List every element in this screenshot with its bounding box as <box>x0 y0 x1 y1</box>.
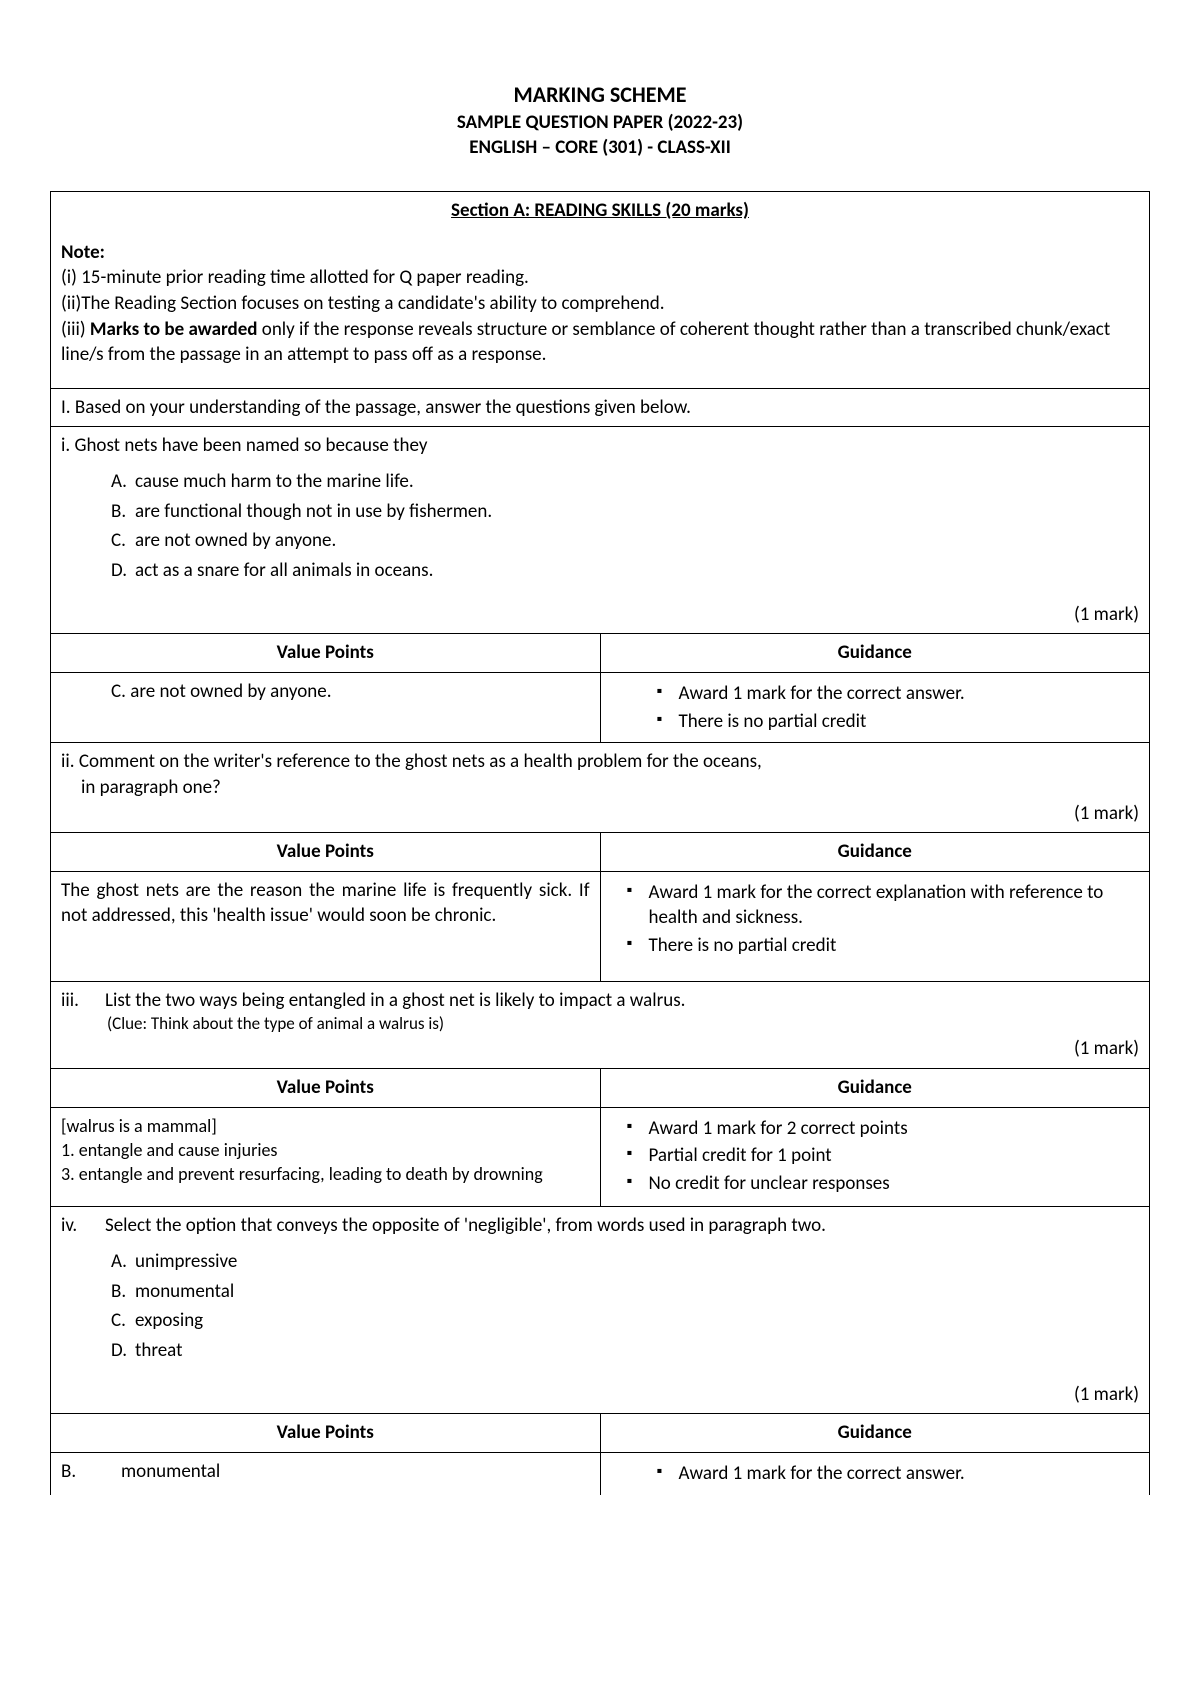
q4-vp: B.monumental <box>51 1452 601 1494</box>
q3-guidance: Award 1 mark for 2 correct points Partia… <box>600 1107 1150 1207</box>
g-header-3: Guidance <box>600 1068 1150 1107</box>
q4-cell: iv.Select the option that conveys the op… <box>51 1207 1150 1414</box>
q1-vp: C. are not owned by anyone. <box>51 672 601 742</box>
q3-stem: iii.List the two ways being entangled in… <box>61 988 1139 1014</box>
q2-mark: (1 mark) <box>61 801 1139 827</box>
note-i: (i) 15-minute prior reading time allotte… <box>61 266 529 289</box>
q1-option-d: D.act as a snare for all animals in ocea… <box>111 558 1139 584</box>
q3-clue: (Clue: Think about the type of animal a … <box>61 1013 1139 1036</box>
note-ii: (ii)The Reading Section focuses on testi… <box>61 292 665 315</box>
g-header-4: Guidance <box>600 1414 1150 1453</box>
q3-cell: iii.List the two ways being entangled in… <box>51 981 1150 1068</box>
doc-title: MARKING SCHEME <box>50 80 1150 110</box>
q1-guidance: Award 1 mark for the correct answer. The… <box>600 672 1150 742</box>
document-header: MARKING SCHEME SAMPLE QUESTION PAPER (20… <box>50 80 1150 161</box>
note-iii: (iii) Marks to be awarded only if the re… <box>61 318 1110 367</box>
marking-table: Section A: READING SKILLS (20 marks) Not… <box>50 191 1150 1495</box>
q1-cell: i. Ghost nets have been named so because… <box>51 427 1150 634</box>
vp-header-3: Value Points <box>51 1068 601 1107</box>
q2-vp: The ghost nets are the reason the marine… <box>51 871 601 981</box>
q4-option-c: C.exposing <box>111 1308 1139 1334</box>
q2-cell: ii. Comment on the writer's reference to… <box>51 743 1150 833</box>
note-label: Note: <box>61 241 105 264</box>
g-header-2: Guidance <box>600 833 1150 872</box>
section-a-title: Section A: READING SKILLS (20 marks) <box>61 198 1139 228</box>
q1-option-c: C.are not owned by anyone. <box>111 528 1139 554</box>
q1-stem: i. Ghost nets have been named so because… <box>61 433 1139 459</box>
q1-option-b: B.are functional though not in use by fi… <box>111 499 1139 525</box>
doc-subtitle-1: SAMPLE QUESTION PAPER (2022-23) <box>50 110 1150 136</box>
q4-option-b: B.monumental <box>111 1279 1139 1305</box>
q2-stem-a: ii. Comment on the writer's reference to… <box>61 749 1139 775</box>
q4-stem: iv.Select the option that conveys the op… <box>61 1213 1139 1239</box>
q2-guidance: Award 1 mark for the correct explanation… <box>600 871 1150 981</box>
vp-header: Value Points <box>51 634 601 673</box>
section-a-instruction: I. Based on your understanding of the pa… <box>51 388 1150 427</box>
q3-mark: (1 mark) <box>61 1036 1139 1062</box>
q1-mark: (1 mark) <box>61 602 1139 628</box>
q2-stem-b: in paragraph one? <box>61 775 1139 801</box>
q4-option-a: A.unimpressive <box>111 1249 1139 1275</box>
q4-guidance: Award 1 mark for the correct answer. <box>600 1452 1150 1494</box>
doc-subtitle-2: ENGLISH – CORE (301) - CLASS-XII <box>50 135 1150 161</box>
vp-header-2: Value Points <box>51 833 601 872</box>
vp-header-4: Value Points <box>51 1414 601 1453</box>
q4-mark: (1 mark) <box>61 1382 1139 1408</box>
q3-vp: [walrus is a mammal] 1. entangle and cau… <box>51 1107 601 1207</box>
q4-option-d: D.threat <box>111 1338 1139 1364</box>
q1-option-a: A.cause much harm to the marine life. <box>111 469 1139 495</box>
g-header: Guidance <box>600 634 1150 673</box>
